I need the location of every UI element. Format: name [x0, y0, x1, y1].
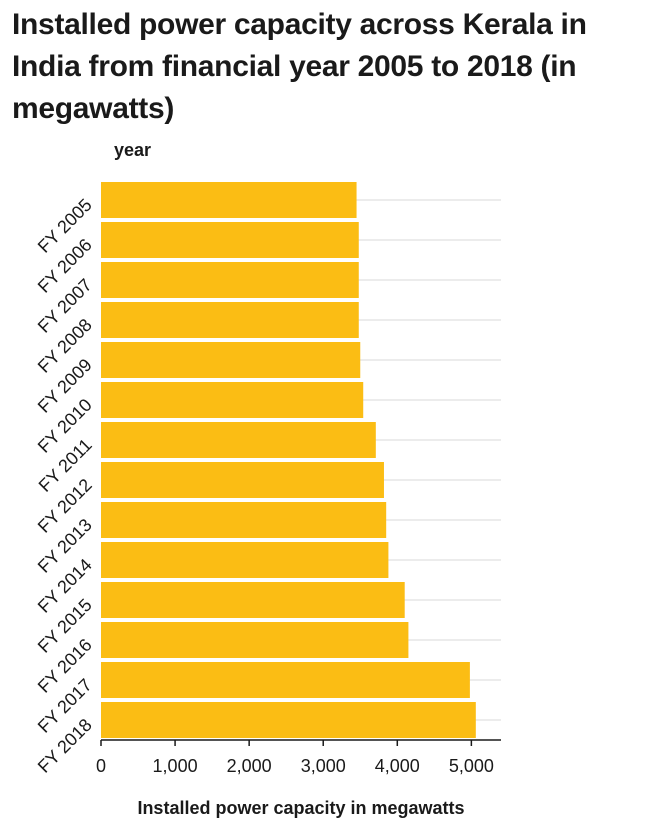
bar — [101, 502, 387, 538]
bar — [101, 262, 359, 298]
x-tick-labels: 0 1,000 2,000 3,000 4,000 5,000 — [96, 756, 494, 776]
chart-title: Installed power capacity across Kerala i… — [12, 8, 587, 125]
x-tick-label: 2,000 — [227, 756, 272, 776]
x-tick-label: 3,000 — [301, 756, 346, 776]
x-tick-label: 1,000 — [153, 756, 198, 776]
bar — [101, 542, 389, 578]
bar — [101, 222, 359, 258]
bar — [101, 702, 476, 738]
x-axis-title: Installed power capacity in megawatts — [137, 798, 464, 818]
bar — [101, 342, 361, 378]
bar — [101, 662, 470, 698]
bar — [101, 382, 364, 418]
y-axis-title: year — [114, 140, 151, 160]
x-tick-label: 5,000 — [449, 756, 494, 776]
bars — [101, 182, 476, 738]
bar — [101, 182, 357, 218]
bar — [101, 302, 359, 338]
bar — [101, 622, 409, 658]
x-tick-label: 0 — [96, 756, 106, 776]
bar — [101, 422, 376, 458]
bar — [101, 462, 384, 498]
bar — [101, 582, 405, 618]
x-tick-label: 4,000 — [375, 756, 420, 776]
axes — [100, 739, 501, 746]
